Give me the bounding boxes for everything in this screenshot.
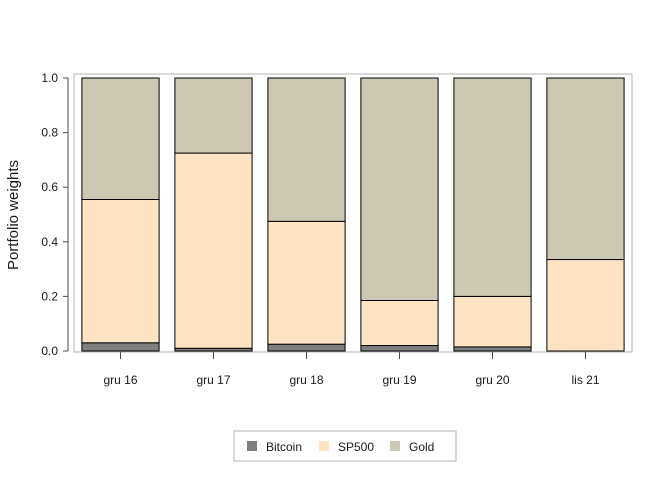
legend-label-gold: Gold [409, 440, 434, 454]
bar-sp500-3 [360, 299, 439, 347]
bar-sp500-0 [81, 198, 160, 344]
legend-label-sp500: SP500 [338, 440, 374, 454]
bar-bitcoin-3 [360, 345, 439, 352]
x-tick-label: lis 21 [571, 373, 599, 387]
legend-swatch-gold [390, 441, 400, 451]
x-axis: gru 16 gru 17 gru 18 gru 19 gru 20 lis 21 [103, 352, 600, 387]
x-tick-label: gru 18 [289, 373, 323, 387]
bar-sp500-2 [267, 220, 346, 345]
bar-gold-0 [81, 77, 160, 200]
bar-gold-5 [546, 77, 625, 261]
legend: Bitcoin SP500 Gold [233, 430, 457, 462]
legend-label-bitcoin: Bitcoin [266, 440, 302, 454]
x-tick-label: gru 19 [382, 373, 416, 387]
x-tick-label: gru 20 [475, 373, 509, 387]
y-axis: 0.0 0.2 0.4 0.6 0.8 1.0 [41, 71, 69, 358]
bar-bitcoin-4 [453, 346, 532, 352]
bar-bitcoin-2 [267, 343, 346, 352]
bar-bitcoin-0 [81, 342, 160, 352]
legend-box [233, 430, 457, 462]
bar-gold-3 [360, 77, 439, 301]
y-tick-label: 1.0 [41, 71, 58, 85]
y-tick-label: 0.0 [41, 344, 58, 358]
bar-gold-2 [267, 77, 346, 222]
x-tick-label: gru 16 [103, 373, 137, 387]
legend-swatch-bitcoin [247, 441, 257, 451]
y-axis-title: Portfolio weights [5, 160, 22, 270]
legend-items: Bitcoin SP500 Gold [247, 440, 434, 454]
bar-gold-1 [174, 77, 253, 154]
y-tick-label: 0.4 [41, 235, 58, 249]
bar-sp500-4 [453, 295, 532, 348]
bars-layer [81, 77, 625, 352]
y-tick-label: 0.6 [41, 180, 58, 194]
bar-sp500-5 [546, 259, 625, 352]
bar-gold-4 [453, 77, 532, 297]
y-tick-label: 0.8 [41, 126, 58, 140]
legend-swatch-sp500 [319, 441, 329, 451]
y-tick-label: 0.2 [41, 289, 58, 303]
plot-frame [73, 73, 633, 353]
x-tick-label: gru 17 [196, 373, 230, 387]
bar-sp500-1 [174, 152, 253, 349]
